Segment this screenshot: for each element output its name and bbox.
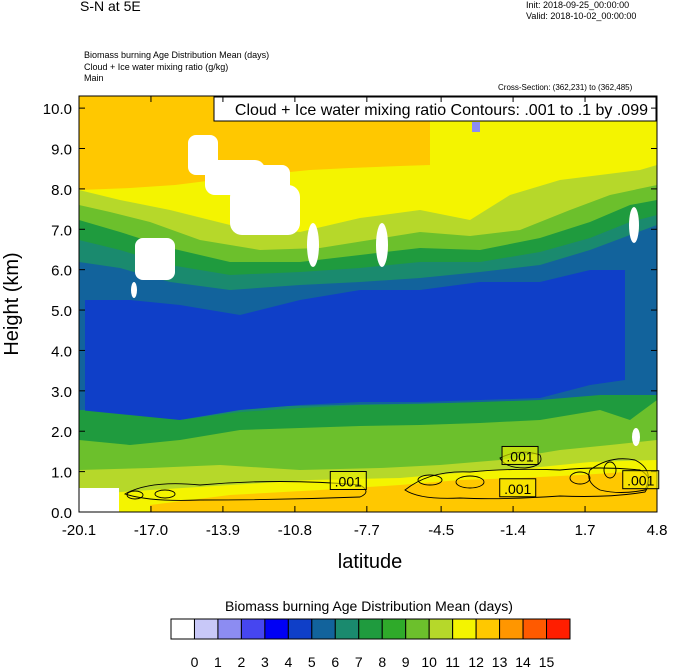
- colorbar-label: 13: [492, 654, 508, 668]
- init-time: Init: 2018-09-25_00:00:00: [526, 0, 630, 10]
- y-tick-label: 8.0: [51, 182, 72, 199]
- colorbar-label: 3: [261, 654, 269, 668]
- colorbar-swatch: [217, 618, 242, 640]
- field-gap: [307, 223, 319, 267]
- contour-line: [455, 475, 485, 489]
- colorbar-swatch: [264, 618, 289, 640]
- colorbar-label: 7: [355, 654, 363, 668]
- contour-label: .001: [335, 473, 362, 489]
- colorbar-label: 5: [308, 654, 316, 668]
- colorbar-label: 10: [421, 654, 437, 668]
- x-tick-label: -7.7: [354, 522, 380, 539]
- valid-time: Valid: 2018-10-02_00:00:00: [526, 11, 637, 21]
- colorbar-label: 4: [284, 654, 292, 668]
- colorbar-swatch: [405, 618, 430, 640]
- colorbar-label: 0: [191, 654, 199, 668]
- field-gap: [79, 488, 119, 512]
- colorbar-swatch: [287, 618, 313, 640]
- y-tick-label: 5.0: [51, 303, 72, 320]
- field-gap: [135, 238, 175, 280]
- colorbar-swatch: [193, 618, 219, 640]
- field-gap: [629, 207, 639, 243]
- x-tick-label: 4.8: [647, 522, 668, 539]
- contour-label-box: [329, 470, 367, 490]
- field-blue: [85, 270, 625, 438]
- x-tick-label: -13.9: [206, 522, 240, 539]
- colorbar-swatch: [452, 618, 477, 640]
- colorbar-label: 8: [378, 654, 386, 668]
- contour-line: [123, 481, 367, 501]
- y-axis-label: Height (km): [1, 252, 23, 355]
- cross-section-label: Cross-Section: (362,231) to (362,485): [498, 83, 633, 92]
- contour-line: [569, 471, 591, 485]
- colorbar-swatch: [381, 618, 407, 640]
- colorbar-label: 14: [515, 654, 531, 668]
- field-gap: [131, 282, 137, 298]
- y-tick-label: 1.0: [51, 465, 72, 482]
- colorbar-label: 2: [238, 654, 246, 668]
- colorbar-swatch: [311, 618, 336, 640]
- colorbar: 0 1 2 3 4 5 6 7 8 9 10 11 12 13 14 15: [170, 618, 571, 668]
- colorbar-swatch: [499, 618, 524, 640]
- field-description-2: Cloud + Ice water mixing ratio (g/kg): [84, 62, 229, 72]
- contour-line: [603, 461, 617, 479]
- x-tick-label: 1.7: [575, 522, 596, 539]
- colorbar-label: 9: [402, 654, 410, 668]
- contour-label-box: [622, 470, 660, 490]
- contour-line: [154, 489, 176, 499]
- contour-line: [126, 490, 144, 500]
- colorbar-title: Biomass burning Age Distribution Mean (d…: [225, 598, 513, 614]
- colorbar-swatch: [546, 618, 571, 640]
- plot-frame: [78, 95, 658, 513]
- y-tick-label: 6.0: [51, 263, 72, 280]
- contour-line: [417, 474, 443, 486]
- x-axis: -20.1 -17.0 -13.9 -10.8 -7.7 -4.5 -1.4 1.7 4.8: [62, 96, 668, 539]
- x-axis-label: latitude: [338, 551, 403, 573]
- y-tick-label: 4.0: [51, 343, 72, 360]
- colorbar-label: 11: [445, 654, 460, 668]
- contour-line: [588, 458, 649, 493]
- plot-title: S-N at 5E: [80, 0, 141, 14]
- contour-label: .001: [506, 448, 533, 464]
- field-gap: [376, 223, 388, 267]
- x-tick-label: -20.1: [62, 522, 96, 539]
- colorbar-label: 15: [539, 654, 555, 668]
- colorbar-label: 6: [331, 654, 339, 668]
- field-description-1: Biomass burning Age Distribution Mean (d…: [84, 50, 270, 60]
- colorbar-swatch: [334, 618, 360, 640]
- contour-label: .001: [627, 473, 654, 489]
- x-tick-label: -10.8: [278, 522, 312, 539]
- y-tick-label: 9.0: [51, 142, 72, 159]
- contour-labels: .001 .001 .001 .001: [329, 445, 660, 498]
- contour-label-box: [499, 478, 537, 498]
- heatmap-field: [79, 96, 657, 512]
- colorbar-swatch: [358, 618, 383, 640]
- colorbar-label: 12: [468, 654, 484, 668]
- field-gap: [250, 165, 290, 205]
- x-tick-label: -4.5: [428, 522, 454, 539]
- field-patch: [472, 122, 480, 132]
- x-tick-label: -17.0: [134, 522, 168, 539]
- colorbar-label: 1: [214, 654, 222, 668]
- x-tick-label: -1.4: [500, 522, 526, 539]
- y-axis: 0.0 1.0 2.0 3.0 4.0 5.0 6.0 7.0 8.0 9.0 10.0: [43, 101, 657, 522]
- colorbar-swatch: [240, 618, 266, 640]
- contour-title: Cloud + Ice water mixing ratio Contours:…: [235, 102, 648, 119]
- contour-label: .001: [504, 481, 531, 497]
- colorbar-swatch: [428, 618, 454, 640]
- y-tick-label: 7.0: [51, 222, 72, 239]
- y-tick-label: 0.0: [51, 505, 72, 522]
- colorbar-swatch: [522, 618, 548, 640]
- colorbar-swatch: [170, 618, 195, 640]
- y-tick-label: 2.0: [51, 424, 72, 441]
- colorbar-swatch: [475, 618, 501, 640]
- y-tick-label: 10.0: [43, 101, 72, 118]
- contour-label-box: [501, 445, 539, 465]
- field-gap: [632, 428, 640, 446]
- field-description-3: Main: [84, 73, 104, 83]
- y-tick-label: 3.0: [51, 384, 72, 401]
- contour-title-box: [213, 96, 657, 122]
